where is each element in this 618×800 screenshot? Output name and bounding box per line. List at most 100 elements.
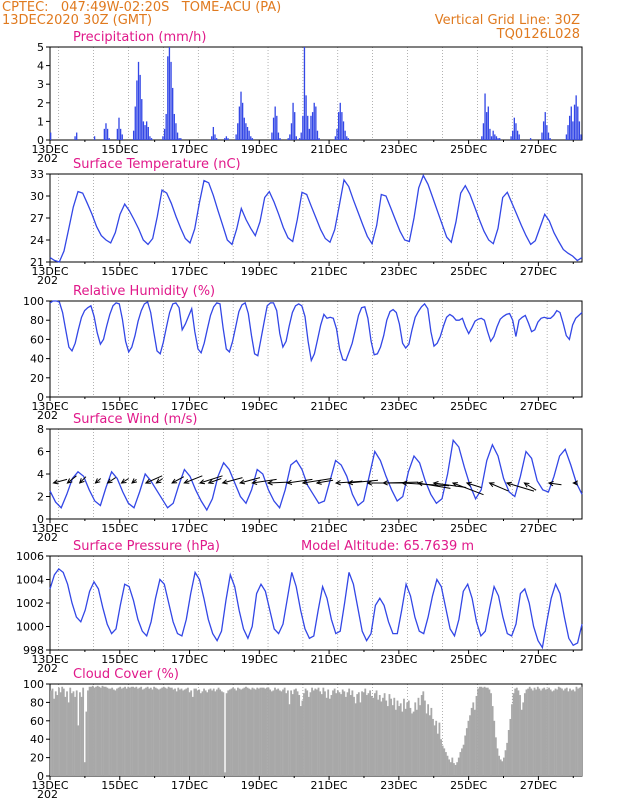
x-tick-label: 13DEC [31, 522, 68, 535]
precip-bar [145, 121, 148, 140]
cloud-bar [525, 689, 528, 776]
cloud-bar [327, 689, 330, 776]
wind-vector [466, 482, 482, 488]
cloud-bar [372, 697, 375, 776]
precip-bar [274, 106, 276, 140]
x-tick-label: 21DEC [311, 265, 348, 278]
cloud-bar [328, 698, 331, 776]
cloud-bar [314, 688, 317, 776]
y-tick-label: 0 [37, 770, 44, 783]
cloud-bar [185, 688, 188, 776]
cloud-bar [540, 690, 542, 776]
precip-bar [302, 115, 304, 140]
x-tick-label: 19DEC [241, 265, 278, 278]
cloud-bar [419, 705, 421, 776]
cloud-bar [238, 688, 241, 776]
cloud-bar [564, 688, 567, 776]
cloud-bar [233, 688, 236, 776]
precip-bar [486, 112, 488, 140]
cloud-bar [520, 709, 523, 776]
cloud-bar [357, 692, 360, 776]
cloud-bar [427, 704, 430, 776]
cloud-bar [58, 687, 60, 776]
cloud-bar [159, 688, 162, 776]
cloud-bar [436, 733, 439, 776]
cloud-bar [83, 762, 86, 776]
cloud-bar [527, 688, 529, 776]
cloud-bar [486, 687, 489, 776]
precip-bar [492, 130, 494, 140]
wind-arrowhead [251, 479, 258, 485]
cloud-bar [528, 686, 531, 776]
cloud-bar [298, 695, 301, 776]
cloud-bar [504, 750, 507, 776]
cloud-bar [538, 688, 541, 776]
x-tick-label: 19DEC [241, 653, 278, 666]
cloud-bar [488, 689, 491, 776]
precip-bar [50, 132, 52, 140]
cloud-bar [432, 718, 434, 776]
x-tick-label: 15DEC [101, 400, 138, 413]
cloud-bar [243, 687, 246, 776]
cloud-bar [544, 689, 547, 776]
cloud-bar [341, 689, 344, 776]
cloud-bar [211, 690, 214, 776]
cloud-bar [335, 693, 338, 776]
cloud-bar [346, 692, 349, 776]
x-tick-label: 15DEC [101, 779, 138, 792]
cloud-bar [288, 704, 291, 776]
cloud-bar [153, 686, 155, 776]
cloud-bar [174, 688, 176, 776]
wind-vector [156, 478, 163, 484]
precip-bar [105, 123, 107, 140]
cloud-bar [433, 725, 436, 776]
cloud-bar [206, 692, 209, 776]
cloud-bar [453, 763, 455, 776]
precip-bar [250, 136, 252, 140]
precip-bar [136, 80, 138, 140]
cloud-bar [135, 686, 138, 776]
wind-arrowhead [120, 478, 127, 484]
precip-bar [346, 136, 348, 140]
cloud-bar [491, 706, 494, 776]
wind-arrowhead [315, 479, 322, 485]
precip-bar [93, 136, 96, 140]
cloud-bar [336, 690, 339, 776]
cloud-bar [496, 748, 499, 776]
wind-vector [452, 482, 484, 496]
cloud-bar [72, 691, 75, 776]
x-tick-label: 21DEC [311, 779, 348, 792]
cloud-bar [114, 690, 117, 776]
cloud-bar [317, 687, 320, 776]
precip-bar [235, 134, 237, 140]
cloud-bar [259, 687, 262, 776]
cloud-bar [283, 687, 286, 776]
cloud-bar [193, 688, 196, 776]
cloud-bar [79, 692, 81, 776]
precip-bar [142, 121, 145, 140]
cloud-bar [154, 687, 157, 776]
precip-bar [165, 113, 167, 140]
precip-bar [578, 121, 581, 140]
cloud-bar [470, 707, 473, 776]
wind-vector [79, 476, 87, 484]
wind-arrowhead [78, 478, 85, 484]
cloud-bar [88, 686, 91, 776]
y-tick-label: 100 [23, 295, 44, 308]
precip-bar [170, 61, 172, 140]
cloud-bar [169, 687, 172, 776]
cloud-bar [74, 696, 76, 776]
x-tick-label: 25DEC [450, 522, 487, 535]
cloud-bar [385, 700, 388, 776]
cloud-bar [425, 713, 428, 776]
precip-bar [341, 112, 343, 140]
cloud-bar [220, 691, 223, 776]
cloud-bar [286, 690, 289, 776]
wind-arrowhead [183, 478, 190, 484]
cloud-bar [188, 692, 191, 776]
precip-bar [108, 138, 110, 140]
y-tick-label: 30 [30, 190, 44, 203]
cloud-bar [561, 688, 563, 776]
cloud-bar [91, 685, 94, 776]
cloud-bar [490, 693, 492, 776]
